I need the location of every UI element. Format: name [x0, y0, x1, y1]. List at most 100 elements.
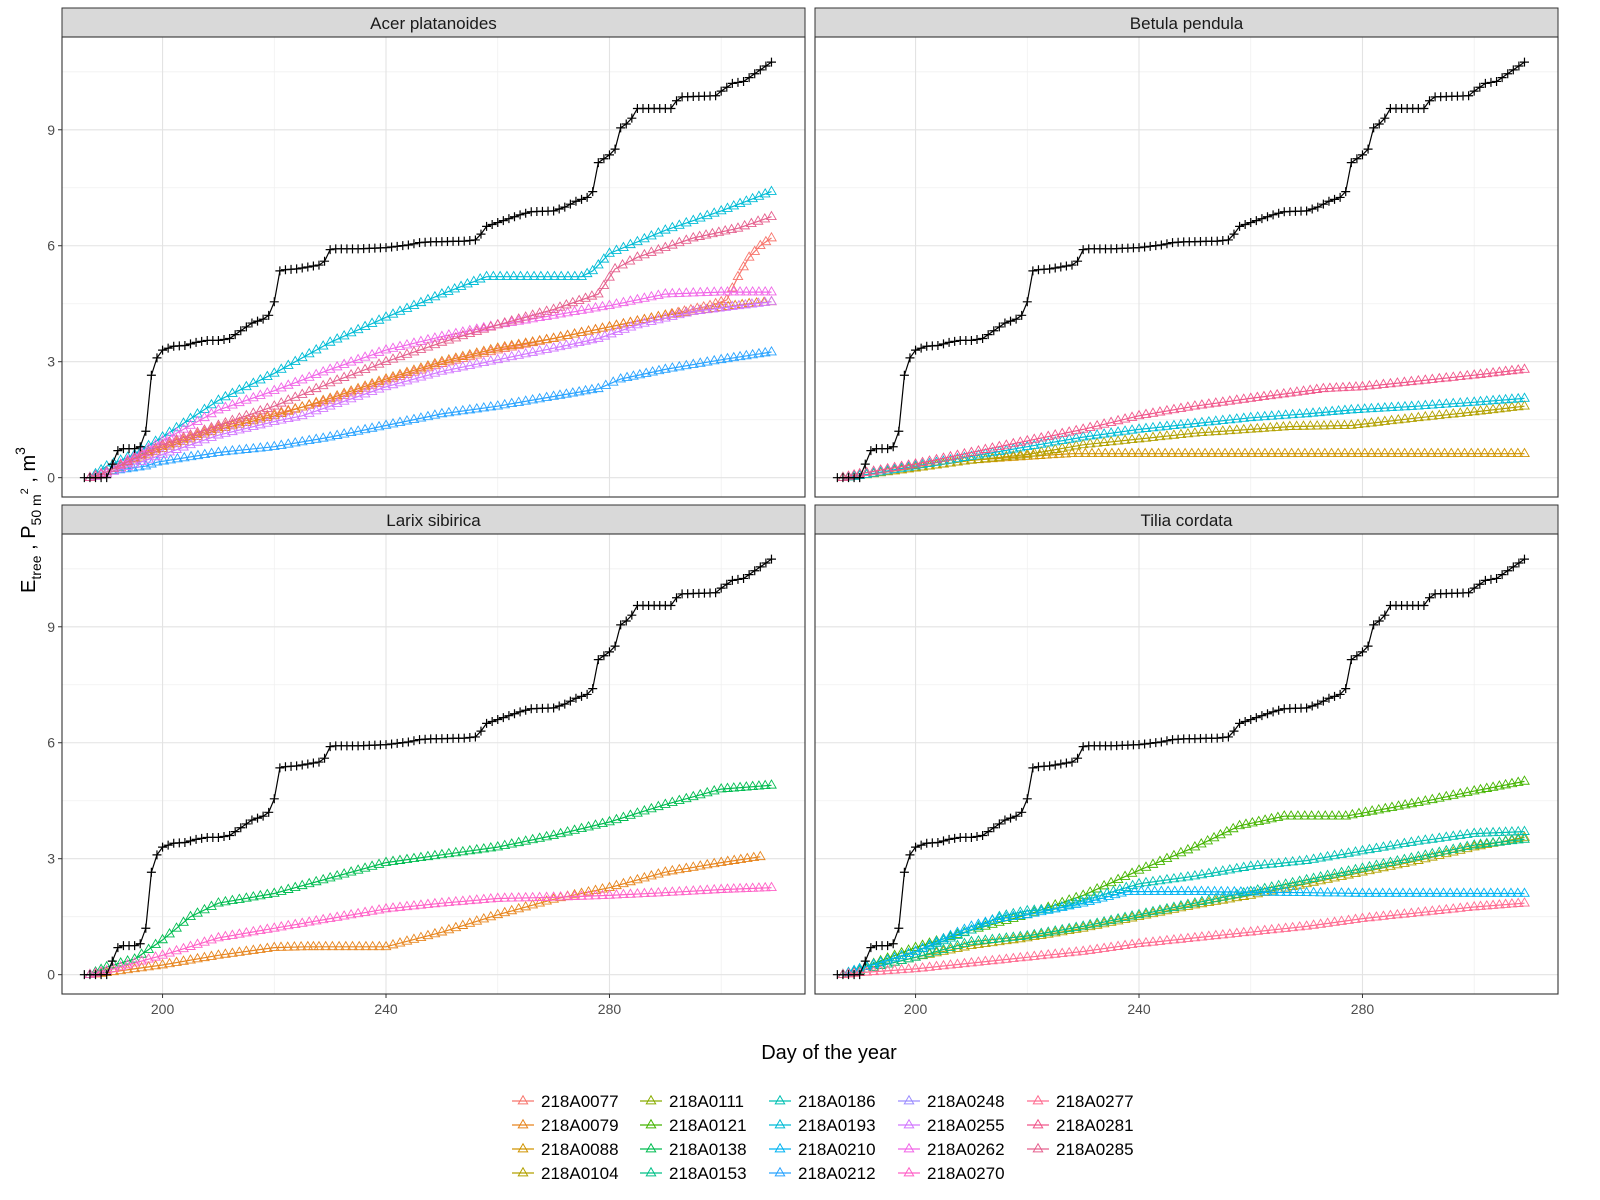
series-point	[1461, 828, 1473, 838]
series-point	[1063, 441, 1075, 451]
series-point	[506, 397, 518, 408]
series-point	[1259, 924, 1271, 935]
series-point	[747, 882, 759, 892]
series-point	[560, 388, 572, 398]
series-point	[289, 918, 301, 928]
series-point	[373, 358, 385, 368]
reference-point	[711, 91, 721, 101]
series-point	[450, 331, 462, 342]
series-point	[436, 365, 448, 375]
series-point	[1447, 789, 1459, 799]
series-point	[979, 934, 991, 944]
series-point	[310, 404, 322, 415]
reference-point	[1162, 736, 1172, 746]
series-point	[443, 847, 455, 858]
reference-point	[493, 715, 503, 725]
x-axis-title: Day of the year	[761, 1042, 897, 1064]
series-point	[599, 330, 611, 340]
series-point	[1461, 901, 1473, 912]
series-point	[638, 313, 650, 323]
panel-1: Betula pendula	[814, 7, 1559, 498]
series-point	[708, 784, 720, 795]
series-point	[1212, 447, 1224, 458]
series-point	[226, 929, 238, 939]
reference-point	[476, 726, 486, 736]
series-point	[617, 296, 629, 307]
series-218A0138	[84, 779, 777, 978]
series-point	[1272, 447, 1284, 458]
series-point	[185, 954, 196, 964]
series-point	[380, 380, 392, 391]
series-point	[583, 820, 594, 831]
series-point	[541, 343, 553, 353]
reference-point	[1006, 813, 1016, 823]
series-point	[1343, 381, 1355, 391]
series-point	[1471, 887, 1483, 897]
series-point	[254, 924, 266, 935]
series-point	[1251, 391, 1263, 401]
series-point	[583, 885, 594, 896]
series-point	[604, 247, 615, 257]
y-tick-label: 6	[47, 238, 55, 254]
series-point	[394, 854, 406, 864]
reference-point	[1419, 601, 1429, 611]
series-point	[1308, 886, 1320, 897]
series-point	[429, 290, 441, 301]
series-point	[1077, 897, 1089, 907]
series-point	[1512, 392, 1524, 403]
series-point	[506, 350, 518, 361]
reference-point	[593, 158, 603, 168]
series-point	[1175, 418, 1187, 429]
series-point	[268, 922, 280, 932]
series-point	[1426, 399, 1438, 409]
series-point	[219, 895, 231, 906]
series-point	[1506, 833, 1518, 844]
series-point	[1417, 887, 1429, 897]
series-point	[247, 391, 259, 402]
series-point	[1291, 420, 1303, 430]
series-point	[659, 798, 671, 808]
series-point	[359, 423, 371, 434]
series-point	[408, 373, 420, 383]
series-point	[534, 832, 546, 842]
series-point	[1447, 843, 1459, 853]
reference-point	[1061, 261, 1071, 271]
series-point	[429, 332, 441, 342]
series-point	[1499, 447, 1510, 458]
series-point	[450, 405, 462, 416]
reference-point	[1235, 718, 1245, 728]
series-point	[638, 232, 650, 243]
reference-point	[403, 240, 413, 250]
reference-point	[1223, 732, 1233, 742]
reference-point	[1240, 219, 1250, 229]
series-point	[1224, 395, 1236, 405]
reference-point	[978, 831, 988, 841]
series-point	[1217, 425, 1229, 435]
series-point	[1465, 887, 1476, 897]
series-point	[612, 325, 624, 336]
series-point	[1154, 855, 1166, 865]
series-point	[1493, 366, 1505, 376]
series-point	[1217, 928, 1229, 939]
x-tick-label: 240	[1127, 1001, 1151, 1017]
series-point	[740, 781, 752, 791]
series-point	[1259, 814, 1271, 824]
reference-point	[978, 334, 988, 344]
y-tick-label: 3	[47, 354, 55, 370]
reference-point	[292, 264, 302, 274]
series-point	[317, 402, 329, 412]
series-point	[151, 456, 163, 466]
series-point	[1000, 953, 1012, 963]
series-point	[366, 422, 378, 432]
legend-label: 218A0077	[541, 1092, 619, 1111]
series-point	[1359, 403, 1371, 413]
reference-point	[1078, 742, 1088, 752]
reference-point	[141, 923, 151, 933]
series-point	[1252, 925, 1264, 935]
series-point	[938, 943, 949, 953]
reference-point	[727, 575, 737, 585]
series-point	[353, 940, 365, 951]
series-point	[1133, 864, 1145, 874]
y-title-sub2: 50 m	[28, 494, 44, 525]
series-point	[1393, 800, 1404, 810]
